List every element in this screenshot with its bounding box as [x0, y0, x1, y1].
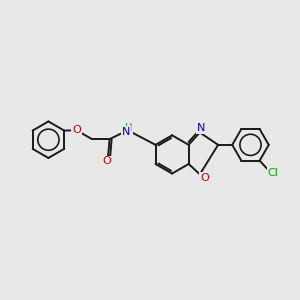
- Text: H: H: [125, 123, 132, 133]
- Text: O: O: [103, 157, 111, 166]
- Text: N: N: [122, 127, 130, 137]
- Text: O: O: [200, 173, 209, 183]
- Text: N: N: [196, 123, 205, 134]
- Text: O: O: [72, 125, 81, 135]
- Text: Cl: Cl: [268, 168, 279, 178]
